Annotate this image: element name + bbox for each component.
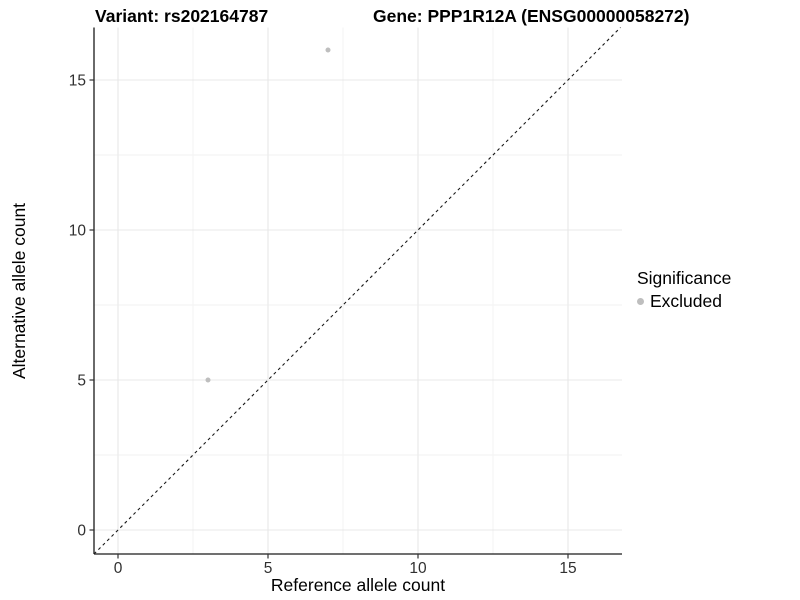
x-tick-label: 5 — [264, 560, 273, 577]
x-tick-label: 10 — [409, 560, 427, 577]
variant-title: Variant: rs202164787 — [95, 6, 269, 26]
legend-title: Significance — [637, 268, 732, 288]
x-tick-label: 0 — [114, 560, 123, 577]
y-tick-label: 10 — [69, 223, 87, 240]
gene-title: Gene: PPP1R12A (ENSG00000058272) — [373, 6, 690, 26]
legend-item-label: Excluded — [650, 291, 722, 311]
identity-line — [93, 27, 621, 555]
plot-panel: 0 5 10 15 0 5 10 15 — [69, 27, 622, 577]
y-axis-title: Alternative allele count — [9, 203, 29, 379]
y-tick-label: 15 — [69, 73, 86, 90]
y-tick-label: 5 — [77, 373, 86, 390]
legend: Significance Excluded — [637, 268, 731, 312]
y-tick-label: 0 — [77, 523, 86, 540]
legend-point-icon — [637, 298, 644, 305]
x-axis-title: Reference allele count — [271, 575, 445, 595]
data-point — [205, 377, 211, 383]
legend-item-excluded: Excluded — [637, 291, 731, 312]
data-point — [325, 47, 331, 53]
x-tick-label: 15 — [559, 560, 576, 577]
